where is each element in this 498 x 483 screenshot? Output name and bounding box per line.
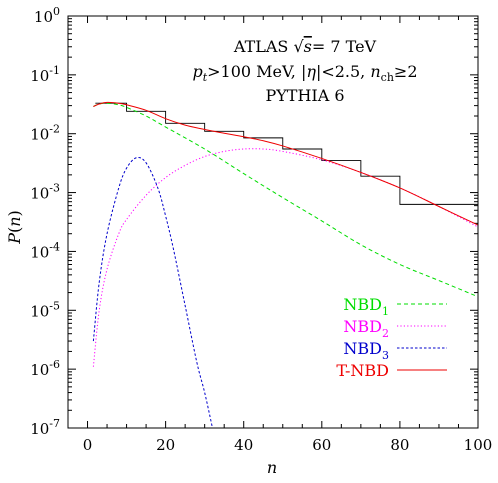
tick-marks [68, 15, 479, 429]
series-line-2 [92, 148, 478, 367]
legend-label-3: NBD3 [343, 339, 389, 362]
series-line-1 [93, 102, 478, 298]
y-tick-label: 10-1 [30, 64, 60, 85]
y-tick-label: 10-5 [30, 299, 60, 320]
x-tick-labels: 0 20 40 60 80 100 [83, 436, 493, 454]
x-tick-label: 60 [312, 436, 331, 454]
x-axis-label: n [267, 458, 277, 477]
annotation-line-1: ATLAS √s= 7 TeV [233, 37, 377, 56]
annotation-line-3: PYTHIA 6 [265, 86, 344, 105]
annotation-line-2: pt>100 MeV, |η|<2.5, nch≥2 [192, 62, 417, 84]
y-tick-label: 10-4 [30, 240, 60, 261]
series-line-4 [93, 101, 478, 226]
legend-label-4: T-NBD [336, 361, 389, 380]
series-lines [92, 101, 478, 428]
y-tick-label: 10-2 [30, 123, 60, 144]
y-tick-label: 10-6 [30, 358, 60, 379]
y-tick-label: 10-3 [30, 182, 60, 203]
y-tick-label: 100 [34, 5, 60, 26]
series-line-3 [92, 156, 213, 428]
y-tick-labels: 10-7 10-6 10-5 10-4 10-3 10-2 10-1 100 [30, 5, 60, 438]
x-tick-label: 0 [83, 436, 93, 454]
chart-annotation: ATLAS √s= 7 TeV pt>100 MeV, |η|<2.5, nch… [192, 37, 417, 105]
histogram [95, 102, 478, 205]
x-tick-label: 80 [390, 436, 409, 454]
plot-frame [67, 15, 479, 429]
y-axis-label: P(n) [5, 210, 24, 245]
x-tick-label: 100 [464, 436, 493, 454]
x-tick-label: 40 [234, 436, 253, 454]
y-tick-label: 10-7 [30, 417, 60, 438]
legend-label-1: NBD1 [343, 295, 389, 318]
legend-label-2: NBD2 [343, 317, 389, 340]
x-tick-label: 20 [156, 436, 175, 454]
histogram-steps [95, 102, 478, 205]
